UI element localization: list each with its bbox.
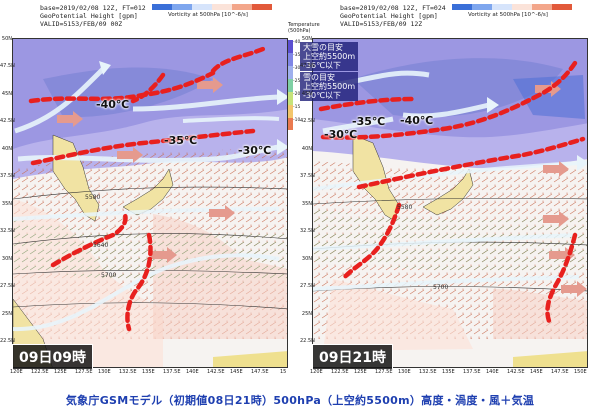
- base-time-label: base=2019/02/08 12Z, FT=024: [340, 4, 446, 12]
- lon-tick: 145E: [530, 369, 543, 375]
- valid-time-label: VALID=5153/FEB/09 00Z: [40, 20, 123, 28]
- contour-label: 5640: [93, 242, 108, 249]
- temp-label-minus30: -30℃: [238, 144, 272, 157]
- colorbar-label: Vorticity at 500hPa [10^-6/s]: [468, 12, 548, 18]
- lat-tick: 30N: [301, 256, 312, 262]
- temp-label-minus40: -40℃: [96, 98, 130, 111]
- field-label: GeoPotential Height [gpm]: [40, 12, 138, 20]
- contour-label: 5580: [397, 204, 412, 211]
- snow-threshold-note: 雪の目安 上空約5500m -30℃以下: [300, 72, 359, 101]
- lon-tick: 135E: [142, 369, 155, 375]
- heavy-snow-threshold-note: 大雪の目安 上空約5500m -36℃以下: [300, 42, 359, 71]
- colorbar-label: Vorticity at 500hPa [10^-6/s]: [168, 12, 248, 18]
- lat-tick: 27.5N: [0, 283, 15, 289]
- lon-tick: 142.5E: [507, 369, 525, 375]
- lat-tick: 25N: [1, 311, 12, 317]
- date-label: 09日09時: [12, 344, 93, 370]
- panel-header: base=2019/02/08 12Z, FT=024 GeoPotential…: [300, 0, 600, 38]
- lat-tick: 47.5N: [0, 63, 15, 69]
- lat-tick: 40N: [301, 146, 312, 152]
- temp-label-minus40: -40℃: [400, 114, 434, 127]
- lat-tick: 32.5N: [0, 228, 15, 234]
- lon-tick: 132.5E: [419, 369, 437, 375]
- temp-label-minus30: -30℃: [324, 128, 358, 141]
- lon-tick: 122.5E: [331, 369, 349, 375]
- lon-tick: 137.5E: [463, 369, 481, 375]
- lat-tick: 32.5N: [300, 228, 315, 234]
- lon-tick: 137.5E: [163, 369, 181, 375]
- lon-tick: 120E: [10, 369, 23, 375]
- lat-tick: 50N: [301, 36, 312, 42]
- lat-tick: 37.5N: [0, 173, 15, 179]
- map-panel-ft024: base=2019/02/08 12Z, FT=024 GeoPotential…: [300, 0, 600, 392]
- lat-tick: 30N: [1, 256, 12, 262]
- temperature-legend: -40 -35 -30 -25 -20 -15 -10: [288, 40, 301, 130]
- lon-tick: 125E: [54, 369, 67, 375]
- lon-tick: 130E: [398, 369, 411, 375]
- lon-tick: 147.5E: [251, 369, 269, 375]
- contour-label: 5580: [85, 194, 100, 201]
- field-label: GeoPotential Height [gpm]: [340, 12, 438, 20]
- base-time-label: base=2019/02/08 12Z, FT=012: [40, 4, 146, 12]
- lon-tick: 147.5E: [551, 369, 569, 375]
- lat-tick: 42.5N: [0, 118, 15, 124]
- lat-tick: 37.5N: [300, 173, 315, 179]
- lat-tick: 35N: [301, 201, 312, 207]
- figure-caption: 気象庁GSMモデル（初期値08日21時）500hPa（上空約5500m）高度・渦…: [0, 392, 600, 410]
- date-label: 09日21時: [312, 344, 393, 370]
- lon-tick: 120E: [310, 369, 323, 375]
- lat-tick: 25N: [301, 311, 312, 317]
- legend-value: -40: [293, 40, 301, 45]
- weather-map: 5580 5700: [312, 38, 588, 368]
- lat-tick: 27.5N: [300, 283, 315, 289]
- weather-map: 5580 5640 5700: [12, 38, 288, 368]
- legend-value: -35: [293, 53, 301, 58]
- map-panel-ft012: base=2019/02/08 12Z, FT=012 GeoPotential…: [0, 0, 300, 392]
- panel-header: base=2019/02/08 12Z, FT=012 GeoPotential…: [0, 0, 300, 38]
- legend-value: -10: [293, 118, 301, 123]
- vorticity-colorbar: [152, 4, 272, 10]
- lon-tick: 150E: [574, 369, 587, 375]
- lon-tick: 125E: [354, 369, 367, 375]
- valid-time-label: VALID=5153/FEB/09 12Z: [340, 20, 423, 28]
- contour-label: 5700: [101, 272, 116, 279]
- lon-tick: 130E: [98, 369, 111, 375]
- temp-label-minus35: -35℃: [164, 134, 198, 147]
- legend-value: -20: [293, 92, 301, 97]
- lat-tick: 22.5N: [300, 338, 315, 344]
- lon-tick: 122.5E: [31, 369, 49, 375]
- lat-tick: 45N: [1, 91, 12, 97]
- lon-tick: 135E: [442, 369, 455, 375]
- legend-value: -30: [293, 66, 301, 71]
- lat-tick: 50N: [1, 36, 12, 42]
- vorticity-colorbar: [452, 4, 572, 10]
- lat-tick: 35N: [1, 201, 12, 207]
- temperature-legend-scale: [288, 40, 293, 130]
- legend-value: -15: [293, 105, 301, 110]
- temperature-legend-title: Temperature (500hPa): [288, 22, 320, 34]
- contour-label: 5700: [433, 284, 448, 291]
- lat-tick: 45N: [301, 91, 312, 97]
- lon-tick: 145E: [230, 369, 243, 375]
- lon-tick: 140E: [186, 369, 199, 375]
- lon-tick: 127.5E: [75, 369, 93, 375]
- legend-value: -25: [293, 79, 301, 84]
- lat-tick: 42.5N: [300, 118, 315, 124]
- lon-tick: 15: [280, 369, 287, 375]
- lon-tick: 127.5E: [375, 369, 393, 375]
- lat-tick: 47.5N: [300, 63, 315, 69]
- lat-tick: 22.5N: [0, 338, 15, 344]
- lon-tick: 132.5E: [119, 369, 137, 375]
- temp-label-minus35: -35℃: [352, 115, 386, 128]
- lat-tick: 40N: [1, 146, 12, 152]
- lon-tick: 142.5E: [207, 369, 225, 375]
- lon-tick: 140E: [486, 369, 499, 375]
